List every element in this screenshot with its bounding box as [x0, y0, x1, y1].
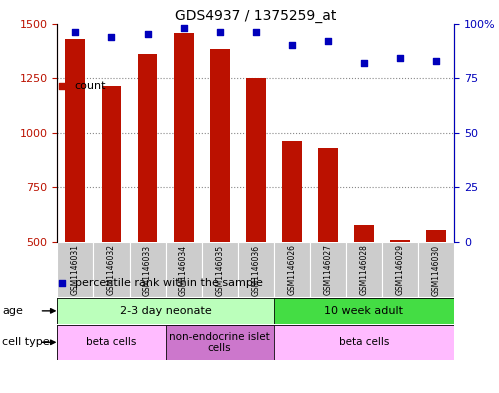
Bar [274, 325, 454, 360]
Text: GSM1146033: GSM1146033 [143, 244, 152, 296]
Title: GDS4937 / 1375259_at: GDS4937 / 1375259_at [175, 9, 336, 22]
Bar [346, 242, 382, 297]
Point [58, 378, 66, 384]
Bar [202, 242, 238, 297]
Point [324, 38, 332, 44]
Point [216, 29, 224, 35]
Bar [274, 242, 310, 297]
Text: 10 week adult: 10 week adult [324, 306, 403, 316]
Bar [238, 242, 274, 297]
Bar [138, 54, 158, 242]
Bar [282, 141, 302, 242]
Bar [274, 298, 454, 324]
Text: age: age [2, 306, 23, 316]
Bar [246, 78, 265, 242]
Point [180, 25, 188, 31]
Text: GSM1146029: GSM1146029 [396, 244, 405, 296]
Text: GSM1146036: GSM1146036 [251, 244, 260, 296]
Text: 2-3 day neonate: 2-3 day neonate [120, 306, 212, 316]
Bar [93, 242, 130, 297]
Text: cell type: cell type [2, 337, 50, 347]
Bar [65, 39, 85, 242]
Bar [130, 242, 166, 297]
Point [144, 31, 152, 38]
Text: GSM1146030: GSM1146030 [432, 244, 441, 296]
Bar [166, 242, 202, 297]
Bar [426, 230, 446, 242]
Text: GSM1146032: GSM1146032 [107, 244, 116, 296]
Point [360, 60, 368, 66]
Bar [418, 242, 454, 297]
Bar [210, 49, 230, 242]
Point [396, 55, 404, 62]
Bar [310, 242, 346, 297]
Bar [102, 86, 121, 242]
Bar [318, 148, 338, 242]
Text: percentile rank within the sample: percentile rank within the sample [75, 278, 263, 288]
Bar [57, 242, 93, 297]
Bar [57, 298, 274, 324]
Bar [174, 33, 194, 242]
Text: non-endocrine islet
cells: non-endocrine islet cells [169, 332, 270, 353]
Text: count: count [75, 81, 106, 92]
Point [107, 33, 115, 40]
Point [288, 42, 296, 48]
Point [251, 29, 259, 35]
Text: beta cells: beta cells [339, 337, 389, 347]
Text: GSM1146035: GSM1146035 [215, 244, 224, 296]
Bar [390, 239, 410, 242]
Text: GSM1146034: GSM1146034 [179, 244, 188, 296]
Point [71, 29, 79, 35]
Point [432, 57, 440, 64]
Bar [382, 242, 418, 297]
Text: GSM1146026: GSM1146026 [287, 244, 296, 296]
Text: GSM1146028: GSM1146028 [359, 244, 368, 295]
Point [58, 364, 66, 370]
Text: GSM1146027: GSM1146027 [323, 244, 332, 296]
Bar [354, 225, 374, 242]
Bar [166, 325, 274, 360]
Text: beta cells: beta cells [86, 337, 137, 347]
Bar [57, 325, 166, 360]
Text: GSM1146031: GSM1146031 [71, 244, 80, 296]
